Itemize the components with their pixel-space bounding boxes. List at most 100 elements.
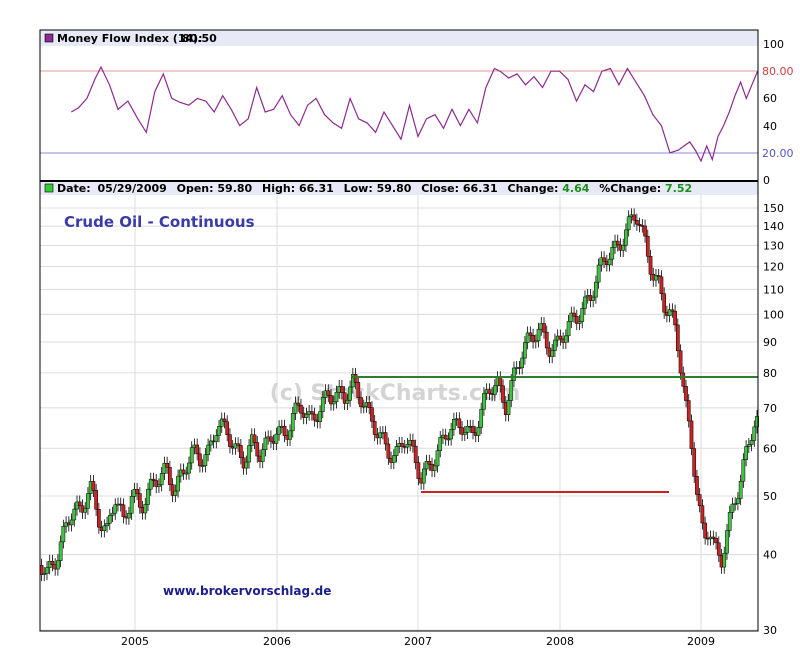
x-tick-label: 2008 bbox=[546, 635, 574, 648]
candle-body bbox=[544, 331, 549, 349]
candle-body bbox=[681, 372, 686, 387]
close-label: Close: bbox=[421, 182, 459, 195]
mfi-panel: Money Flow Index (14): 80.50 80.00 20.00… bbox=[39, 29, 794, 187]
candle-body bbox=[326, 390, 331, 396]
candle-body bbox=[72, 508, 77, 521]
candle-body bbox=[102, 525, 107, 532]
candle-body bbox=[91, 481, 96, 491]
candle-body bbox=[400, 443, 404, 447]
candle-body bbox=[594, 281, 598, 298]
candle-body bbox=[50, 561, 55, 565]
candle-body bbox=[127, 513, 131, 519]
candle-body bbox=[203, 454, 208, 466]
price-y-axis: 150 140 130 120 110 100 90 80 70 60 50 40 30 bbox=[763, 202, 784, 637]
candle-body bbox=[214, 435, 219, 442]
candle-body bbox=[277, 426, 281, 435]
candle-body bbox=[542, 323, 546, 333]
candle-body bbox=[105, 522, 109, 527]
candle-body bbox=[282, 426, 287, 436]
candle-body bbox=[107, 515, 112, 524]
candle-body bbox=[443, 434, 448, 440]
candle-body bbox=[452, 419, 456, 430]
close-value: 66.31 bbox=[463, 182, 498, 195]
candle-body bbox=[411, 439, 415, 447]
candle-body bbox=[320, 397, 325, 412]
candle-body bbox=[421, 468, 426, 484]
price-tick-label: 30 bbox=[763, 624, 777, 637]
candle-body bbox=[531, 335, 535, 343]
candle-body bbox=[624, 229, 628, 246]
candle-body bbox=[520, 357, 525, 369]
price-tick-label: 110 bbox=[763, 283, 784, 296]
candle-body bbox=[233, 443, 238, 449]
low-label: Low: bbox=[344, 182, 373, 195]
candle-body bbox=[45, 567, 49, 574]
candle-body bbox=[386, 443, 391, 459]
candle-body bbox=[370, 407, 374, 422]
change-value: 4.64 bbox=[562, 182, 589, 195]
candle-body bbox=[184, 472, 189, 475]
candles bbox=[39, 208, 759, 582]
candle-body bbox=[635, 219, 639, 225]
candle-body bbox=[86, 493, 90, 509]
candle-body bbox=[394, 446, 399, 456]
candle-body bbox=[200, 465, 205, 467]
candle-body bbox=[714, 538, 718, 544]
candle-body bbox=[225, 421, 230, 435]
price-tick-label: 60 bbox=[763, 442, 777, 455]
candle-body bbox=[550, 350, 555, 357]
candle-body bbox=[569, 312, 574, 322]
candle-body bbox=[536, 328, 541, 342]
candle-body bbox=[342, 392, 347, 404]
mfi-tick-0: 0 bbox=[763, 174, 770, 187]
candle-body bbox=[711, 536, 716, 539]
candle-body bbox=[695, 476, 699, 495]
candle-body bbox=[137, 493, 142, 508]
candle-body bbox=[372, 421, 377, 435]
candle-body bbox=[722, 552, 727, 568]
candle-body bbox=[255, 442, 260, 457]
candle-body bbox=[239, 445, 243, 459]
mfi-legend-swatch bbox=[44, 33, 54, 43]
candle-body bbox=[746, 444, 751, 447]
candle-body bbox=[736, 498, 740, 504]
candle-body bbox=[157, 484, 161, 487]
candle-body bbox=[329, 395, 333, 405]
pct-change-value: 7.52 bbox=[665, 182, 692, 195]
candle-body bbox=[56, 560, 60, 570]
price-tick-label: 120 bbox=[763, 261, 784, 274]
candle-body bbox=[247, 445, 251, 463]
candle-body bbox=[471, 426, 475, 434]
candle-body bbox=[482, 393, 486, 410]
x-tick-label: 2009 bbox=[687, 635, 715, 648]
candle-body bbox=[632, 214, 636, 221]
candle-body bbox=[77, 501, 82, 507]
candle-body bbox=[610, 247, 615, 260]
candle-body bbox=[492, 385, 497, 395]
candle-body bbox=[637, 223, 642, 226]
candle-body bbox=[438, 437, 443, 451]
high-value: 66.31 bbox=[299, 182, 334, 195]
candle-body bbox=[602, 257, 606, 262]
candle-body bbox=[263, 437, 268, 450]
candle-body bbox=[181, 469, 186, 474]
candle-body bbox=[58, 541, 63, 561]
candle-body bbox=[457, 418, 462, 428]
candle-body bbox=[69, 519, 74, 526]
candle-body bbox=[553, 339, 557, 351]
candle-body bbox=[97, 509, 101, 528]
candle-body bbox=[162, 462, 167, 474]
change-label: Change: bbox=[508, 182, 559, 195]
candle-body bbox=[744, 446, 748, 460]
candle-body bbox=[83, 508, 88, 513]
candle-body bbox=[168, 467, 172, 485]
candle-body bbox=[340, 386, 344, 393]
candle-body bbox=[290, 413, 295, 432]
candle-body bbox=[159, 473, 164, 486]
low-value: 59.80 bbox=[377, 182, 412, 195]
candle-body bbox=[648, 256, 653, 275]
candle-body bbox=[446, 438, 451, 441]
candle-body bbox=[208, 440, 213, 446]
mfi-line bbox=[70, 65, 759, 163]
